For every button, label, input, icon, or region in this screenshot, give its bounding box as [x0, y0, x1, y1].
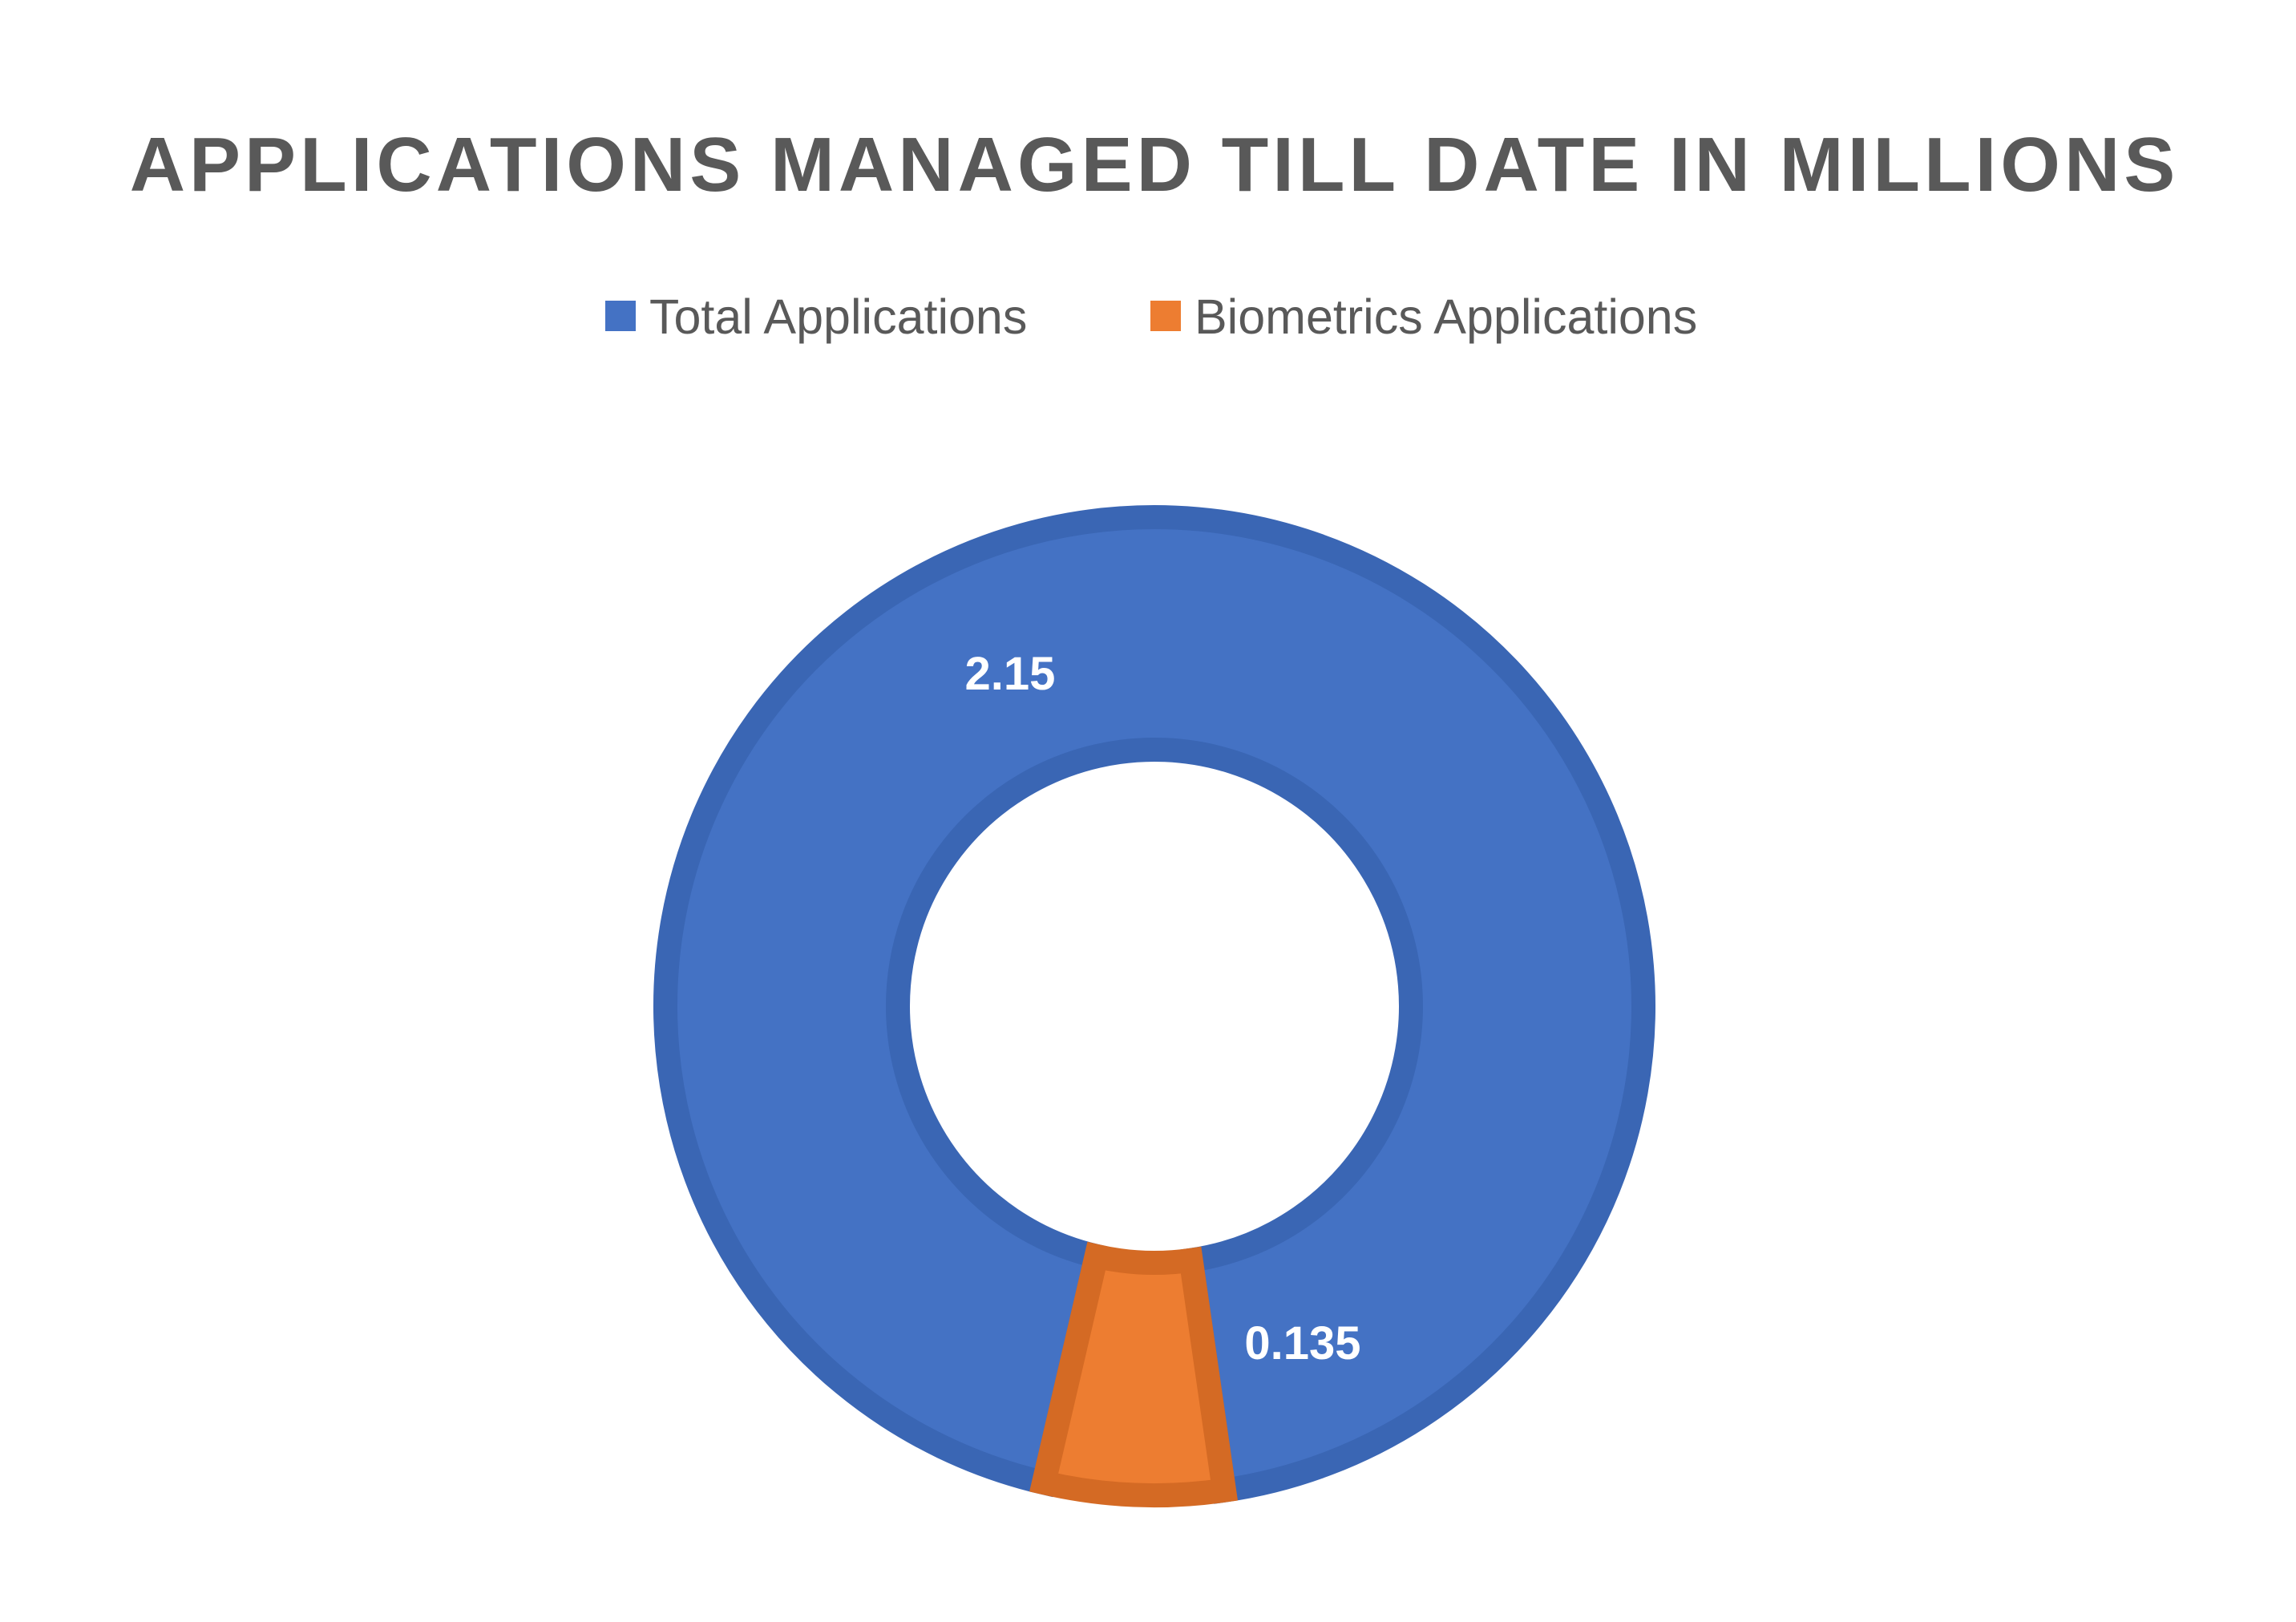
chart-title: APPLICATIONS MANAGED TILL DATE IN MILLIO… — [130, 122, 2180, 208]
legend: Total Applications Biometrics Applicatio… — [605, 289, 1697, 344]
legend-item-total-applications: Total Applications — [605, 289, 1027, 344]
doughnut-data-labels: 2.15 0.135 — [965, 648, 1361, 1369]
legend-item-biometrics-applications: Biometrics Applications — [1150, 289, 1697, 344]
legend-swatch-total-applications — [605, 301, 636, 331]
data-label-total-applications: 2.15 — [965, 648, 1056, 700]
doughnut-slices — [653, 505, 1655, 1507]
slice-biometrics-applications — [1029, 1241, 1238, 1507]
legend-label-biometrics-applications: Biometrics Applications — [1194, 289, 1697, 344]
legend-label-total-applications: Total Applications — [649, 289, 1027, 344]
data-label-biometrics-applications: 0.135 — [1244, 1317, 1360, 1369]
legend-swatch-biometrics-applications — [1150, 301, 1181, 331]
slice-total-applications — [653, 505, 1655, 1504]
